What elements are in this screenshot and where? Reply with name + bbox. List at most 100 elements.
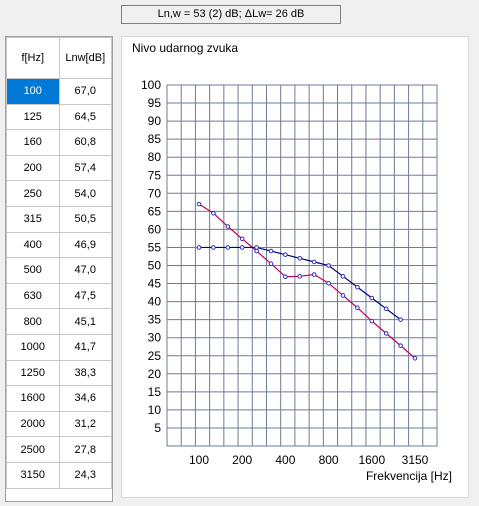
level-cell[interactable]: 38,3: [58, 359, 112, 387]
level-cell[interactable]: 34,6: [58, 385, 112, 412]
level-cell[interactable]: 67,0: [58, 78, 112, 105]
level-cell[interactable]: 60,8: [58, 129, 112, 156]
frequency-cell[interactable]: 2500: [6, 436, 60, 463]
table-row[interactable]: 1600 34,6: [6, 385, 112, 412]
y-tick-label: 35: [148, 313, 162, 327]
table-row[interactable]: 315 50,5: [6, 205, 112, 233]
table-row[interactable]: 400 46,9: [6, 231, 112, 259]
data-point: [297, 255, 303, 261]
frequency-cell[interactable]: 1250: [6, 359, 60, 387]
data-point: [355, 284, 360, 290]
y-tick-label: 85: [148, 132, 162, 146]
y-tick-label: 5: [154, 421, 161, 435]
level-cell[interactable]: 41,7: [58, 333, 112, 361]
column-header-level[interactable]: Lnw[dB]: [58, 37, 112, 79]
data-point: [340, 293, 346, 298]
data-point: [268, 261, 274, 266]
table-row[interactable]: 200 57,4: [6, 154, 112, 182]
data-point: [196, 201, 202, 207]
x-tick-label: 400: [275, 453, 295, 467]
data-point: [254, 245, 259, 250]
y-tick-label: 25: [148, 349, 162, 363]
data-point: [383, 306, 389, 312]
level-cell[interactable]: 45,1: [58, 308, 112, 335]
table-row[interactable]: 100 67,0: [6, 78, 112, 105]
level-cell[interactable]: 54,0: [58, 180, 112, 207]
frequency-cell[interactable]: 100: [6, 78, 60, 105]
frequency-cell[interactable]: 400: [6, 231, 60, 259]
table-row[interactable]: 2000 31,2: [6, 410, 112, 438]
y-tick-label: 100: [141, 78, 161, 92]
frequency-cell[interactable]: 1600: [6, 385, 60, 412]
data-point: [369, 295, 375, 301]
data-point: [225, 224, 231, 229]
x-tick-label: 1600: [358, 453, 385, 467]
data-point: [239, 245, 245, 250]
frequency-cell[interactable]: 800: [6, 308, 60, 335]
level-cell[interactable]: 31,2: [58, 410, 112, 438]
data-point: [297, 274, 303, 279]
data-point: [254, 248, 259, 254]
series-line-0: [198, 203, 416, 359]
y-tick-label: 15: [148, 385, 162, 399]
frequency-cell[interactable]: 630: [6, 282, 60, 310]
level-cell[interactable]: 24,3: [58, 461, 112, 489]
y-tick-label: 60: [148, 222, 162, 236]
level-cell[interactable]: 27,8: [58, 436, 112, 463]
data-point: [268, 248, 274, 254]
level-cell[interactable]: 47,0: [58, 257, 112, 284]
frequency-cell[interactable]: 315: [6, 205, 60, 233]
chart-title: Nivo udarnog zvuka: [132, 41, 239, 55]
level-cell[interactable]: 47,5: [58, 282, 112, 310]
frequency-cell[interactable]: 3150: [6, 461, 60, 489]
table-row[interactable]: 1250 38,3: [6, 359, 112, 387]
column-header-frequency[interactable]: f[Hz]: [6, 37, 60, 79]
frequency-cell[interactable]: 160: [6, 129, 60, 156]
table-row[interactable]: 800 45,1: [6, 308, 112, 335]
frequency-table[interactable]: f[Hz] Lnw[dB] 100 67,0 125 64,5 160 60,8 200 57…: [5, 36, 113, 502]
y-tick-label: 40: [148, 295, 162, 309]
frequency-cell[interactable]: 125: [6, 103, 60, 131]
table-row[interactable]: 250 54,0: [6, 180, 112, 207]
y-tick-label: 95: [148, 96, 162, 110]
chart-panel: Nivo udarnog zvuka 5 10 15 20 25 30 35 40 45 50 55…: [121, 36, 469, 498]
frequency-cell[interactable]: 2000: [6, 410, 60, 438]
data-grid[interactable]: f[Hz] Lnw[dB] 100 67,0 125 64,5 160 60,8 200 57…: [6, 37, 112, 489]
data-point: [225, 245, 231, 250]
level-cell[interactable]: 46,9: [58, 231, 112, 259]
table-row[interactable]: 125 64,5: [6, 103, 112, 131]
x-tick-label: 100: [189, 453, 209, 467]
level-cell[interactable]: 57,4: [58, 154, 112, 182]
data-point: [283, 252, 288, 257]
y-tick-label: 80: [148, 150, 162, 164]
y-tick-label: 50: [148, 259, 162, 273]
table-row[interactable]: 3150 24,3: [6, 461, 112, 489]
data-point: [283, 274, 288, 279]
data-point: [398, 343, 403, 348]
data-point: [412, 355, 418, 361]
y-tick-label: 65: [148, 204, 162, 218]
table-row[interactable]: 1000 41,7: [6, 333, 112, 361]
table-row[interactable]: 2500 27,8: [6, 436, 112, 463]
data-point: [369, 318, 375, 324]
y-tick-label: 45: [148, 277, 162, 291]
table-row[interactable]: 160 60,8: [6, 129, 112, 156]
frequency-cell[interactable]: 500: [6, 257, 60, 284]
y-tick-label: 30: [148, 331, 162, 345]
table-row[interactable]: 630 47,5: [6, 282, 112, 310]
level-cell[interactable]: 50,5: [58, 205, 112, 233]
frequency-cell[interactable]: 250: [6, 180, 60, 207]
table-row[interactable]: 500 47,0: [6, 257, 112, 284]
frequency-cell[interactable]: 200: [6, 154, 60, 182]
data-point: [311, 259, 317, 265]
impact-sound-chart: 5 10 15 20 25 30 35 40 45 50 55 60 65 70 75 80 85 90 95 100…: [141, 78, 452, 483]
frequency-cell[interactable]: 1000: [6, 333, 60, 361]
level-cell[interactable]: 64,5: [58, 103, 112, 131]
x-axis-label: Frekvencija [Hz]: [366, 469, 452, 483]
data-point: [383, 331, 389, 336]
y-tick-label: 70: [148, 186, 162, 200]
data-point: [196, 245, 202, 250]
y-tick-label: 20: [148, 367, 162, 381]
rating-display: Ln,w = 53 (2) dB; ΔLw= 26 dB: [121, 5, 341, 24]
data-point: [239, 236, 245, 242]
